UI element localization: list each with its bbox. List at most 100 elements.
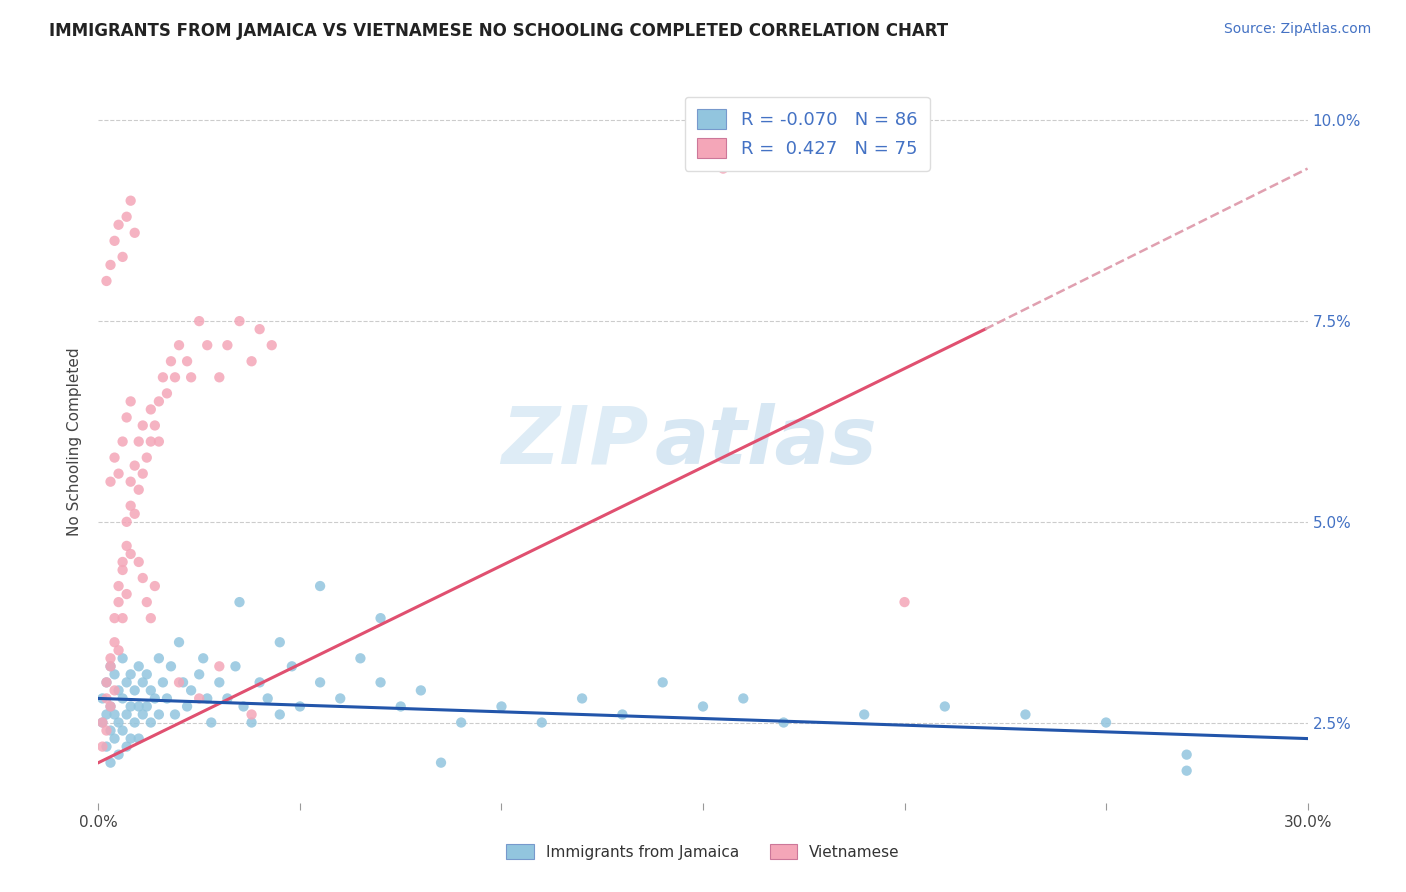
Point [111,563,134,577]
Point [208,659,231,673]
Point [143,691,166,706]
Point [249,675,271,690]
Point [139,434,162,449]
Point [111,434,134,449]
Point [430,756,453,770]
Point [115,587,138,601]
Point [120,499,142,513]
Point [571,691,593,706]
Point [692,699,714,714]
Point [91,691,114,706]
Y-axis label: No Schooling Completed: No Schooling Completed [67,347,83,536]
Point [208,370,231,384]
Point [188,691,211,706]
Point [309,675,332,690]
Point [148,394,170,409]
Point [176,354,198,368]
Point [96,707,118,722]
Point [188,314,211,328]
Point [132,675,155,690]
Point [217,338,239,352]
Point [176,699,198,714]
Point [240,354,263,368]
Point [111,651,134,665]
Point [111,691,134,706]
Text: Source: ZipAtlas.com: Source: ZipAtlas.com [1223,22,1371,37]
Point [111,250,134,264]
Point [91,715,114,730]
Point [329,691,352,706]
Point [167,675,190,690]
Point [188,667,211,681]
Point [100,756,122,770]
Point [148,434,170,449]
Legend: Immigrants from Jamaica, Vietnamese: Immigrants from Jamaica, Vietnamese [498,836,908,867]
Point [224,659,246,673]
Point [124,458,146,473]
Point [389,699,412,714]
Point [107,747,129,762]
Point [135,699,157,714]
Point [193,651,215,665]
Text: ZIP: ZIP [501,402,648,481]
Point [111,723,134,738]
Point [107,579,129,593]
Point [120,547,142,561]
Point [491,699,513,714]
Point [100,659,122,673]
Point [120,194,142,208]
Point [1175,747,1198,762]
Point [1095,715,1118,730]
Point [240,707,263,722]
Point [124,683,146,698]
Point [269,635,291,649]
Point [107,715,129,730]
Point [103,667,125,681]
Point [260,338,283,352]
Point [139,683,162,698]
Point [103,635,125,649]
Point [148,707,170,722]
Point [103,707,125,722]
Point [269,707,291,722]
Point [152,370,174,384]
Point [107,467,129,481]
Point [132,467,155,481]
Point [91,715,114,730]
Point [249,322,271,336]
Point [100,651,122,665]
Point [288,699,311,714]
Point [156,691,179,706]
Point [135,450,157,465]
Point [450,715,472,730]
Point [711,161,734,176]
Point [651,675,673,690]
Point [124,226,146,240]
Point [124,507,146,521]
Point [128,434,150,449]
Point [143,579,166,593]
Point [115,210,138,224]
Point [228,595,250,609]
Point [163,707,186,722]
Point [530,715,553,730]
Point [115,675,138,690]
Point [217,691,239,706]
Point [120,475,142,489]
Point [103,611,125,625]
Point [256,691,278,706]
Point [103,234,125,248]
Point [107,643,129,657]
Point [100,699,122,714]
Point [167,635,190,649]
Point [120,731,142,746]
Point [115,515,138,529]
Point [115,739,138,754]
Point [1175,764,1198,778]
Point [96,675,118,690]
Point [103,450,125,465]
Point [612,707,634,722]
Point [893,595,915,609]
Point [172,675,194,690]
Point [370,611,392,625]
